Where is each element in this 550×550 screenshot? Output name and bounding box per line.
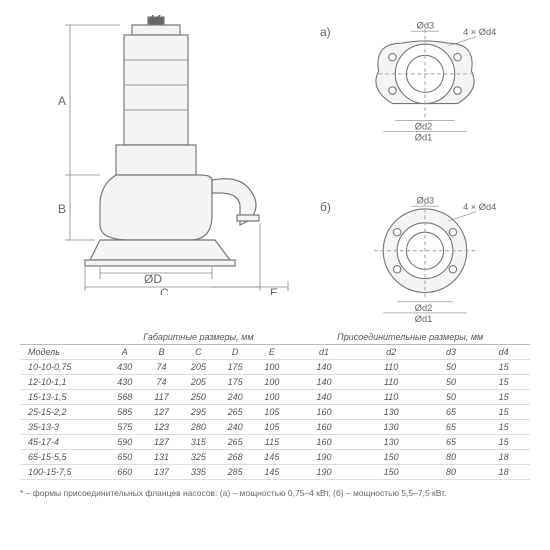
flange-b-view: Ød3 4 × Ød4 Ød2 Ød1 [340, 195, 510, 325]
svg-text:Ød2: Ød2 [415, 303, 433, 313]
col-E: E [254, 345, 291, 360]
table-row: 10-10-0,75430742051751001401105015 [20, 360, 530, 375]
diagram-area: A B ØD C E а) Ød [0, 0, 550, 330]
col-d3: d3 [425, 345, 478, 360]
table-row: 12-10-1,1430742051751001401105015 [20, 375, 530, 390]
flange-a-view: Ød3 4 × Ød4 Ød2 Ød1 [340, 20, 510, 150]
footnote: * – формы присоединительных фланцев насо… [20, 488, 530, 498]
svg-text:4 × Ød4: 4 × Ød4 [463, 202, 496, 212]
svg-text:Ød3: Ød3 [417, 20, 435, 30]
table-row: 45-17-45901273152651151601306515 [20, 435, 530, 450]
col-D: D [217, 345, 254, 360]
svg-text:E: E [270, 286, 278, 295]
gabarit-header: Габаритные размеры, мм [106, 330, 290, 345]
svg-text:C: C [160, 286, 169, 295]
svg-text:ØD: ØD [144, 272, 162, 286]
table-row: 35-13-35751232802401051601306515 [20, 420, 530, 435]
col-d2: d2 [358, 345, 425, 360]
svg-text:A: A [58, 94, 66, 108]
svg-text:Ød2: Ød2 [415, 122, 433, 132]
table-row: 25-15-2,25851272952651051601306515 [20, 405, 530, 420]
pump-side-view: A B ØD C E [40, 15, 290, 295]
col-d4: d4 [477, 345, 530, 360]
flange-a-label: а) [320, 25, 331, 39]
svg-text:Ød1: Ød1 [415, 314, 433, 324]
dimensions-table: Габаритные размеры, мм Присоединительные… [20, 330, 530, 480]
table-row: 100-15-7,56601373352851451901508018 [20, 465, 530, 480]
table-row: 65-15-5,56501313252681451901508018 [20, 450, 530, 465]
col-model: Модель [20, 345, 106, 360]
svg-text:B: B [58, 202, 66, 216]
svg-text:Ød3: Ød3 [417, 195, 435, 205]
col-d1: d1 [290, 345, 357, 360]
col-C: C [180, 345, 217, 360]
table-row: 15-13-1,55681172502401001401105015 [20, 390, 530, 405]
svg-text:Ød1: Ød1 [415, 133, 433, 143]
col-B: B [143, 345, 180, 360]
column-headers: Модель A B C D E d1 d2 d3 d4 [20, 345, 530, 360]
svg-text:4 × Ød4: 4 × Ød4 [463, 27, 496, 37]
flange-b-label: б) [320, 200, 331, 214]
col-A: A [106, 345, 143, 360]
prisoed-header: Присоединительные размеры, мм [290, 330, 530, 345]
